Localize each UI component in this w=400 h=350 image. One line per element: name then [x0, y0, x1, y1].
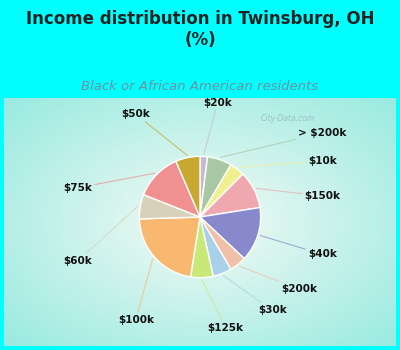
- Text: $50k: $50k: [122, 109, 187, 155]
- Text: $200k: $200k: [239, 266, 317, 294]
- Text: Black or African American residents: Black or African American residents: [82, 80, 318, 93]
- Text: Income distribution in Twinsburg, OH
(%): Income distribution in Twinsburg, OH (%): [26, 10, 374, 49]
- Wedge shape: [176, 156, 200, 217]
- Wedge shape: [200, 174, 260, 217]
- Text: City-Data.com: City-Data.com: [261, 114, 315, 123]
- Text: $125k: $125k: [202, 280, 244, 333]
- Wedge shape: [200, 157, 231, 217]
- Text: $150k: $150k: [256, 188, 340, 201]
- Wedge shape: [200, 156, 208, 217]
- Wedge shape: [200, 217, 231, 276]
- Wedge shape: [144, 161, 200, 217]
- Text: $60k: $60k: [63, 206, 138, 266]
- Text: $40k: $40k: [260, 236, 337, 259]
- Text: $30k: $30k: [223, 275, 287, 315]
- Text: $75k: $75k: [63, 173, 155, 193]
- Text: $100k: $100k: [118, 259, 154, 325]
- Wedge shape: [139, 195, 200, 219]
- Wedge shape: [200, 208, 261, 259]
- Text: $10k: $10k: [239, 156, 337, 167]
- Wedge shape: [139, 217, 200, 277]
- Wedge shape: [200, 217, 244, 269]
- Wedge shape: [190, 217, 213, 278]
- Text: $20k: $20k: [203, 98, 232, 154]
- Wedge shape: [200, 165, 243, 217]
- Text: > $200k: > $200k: [220, 128, 347, 158]
